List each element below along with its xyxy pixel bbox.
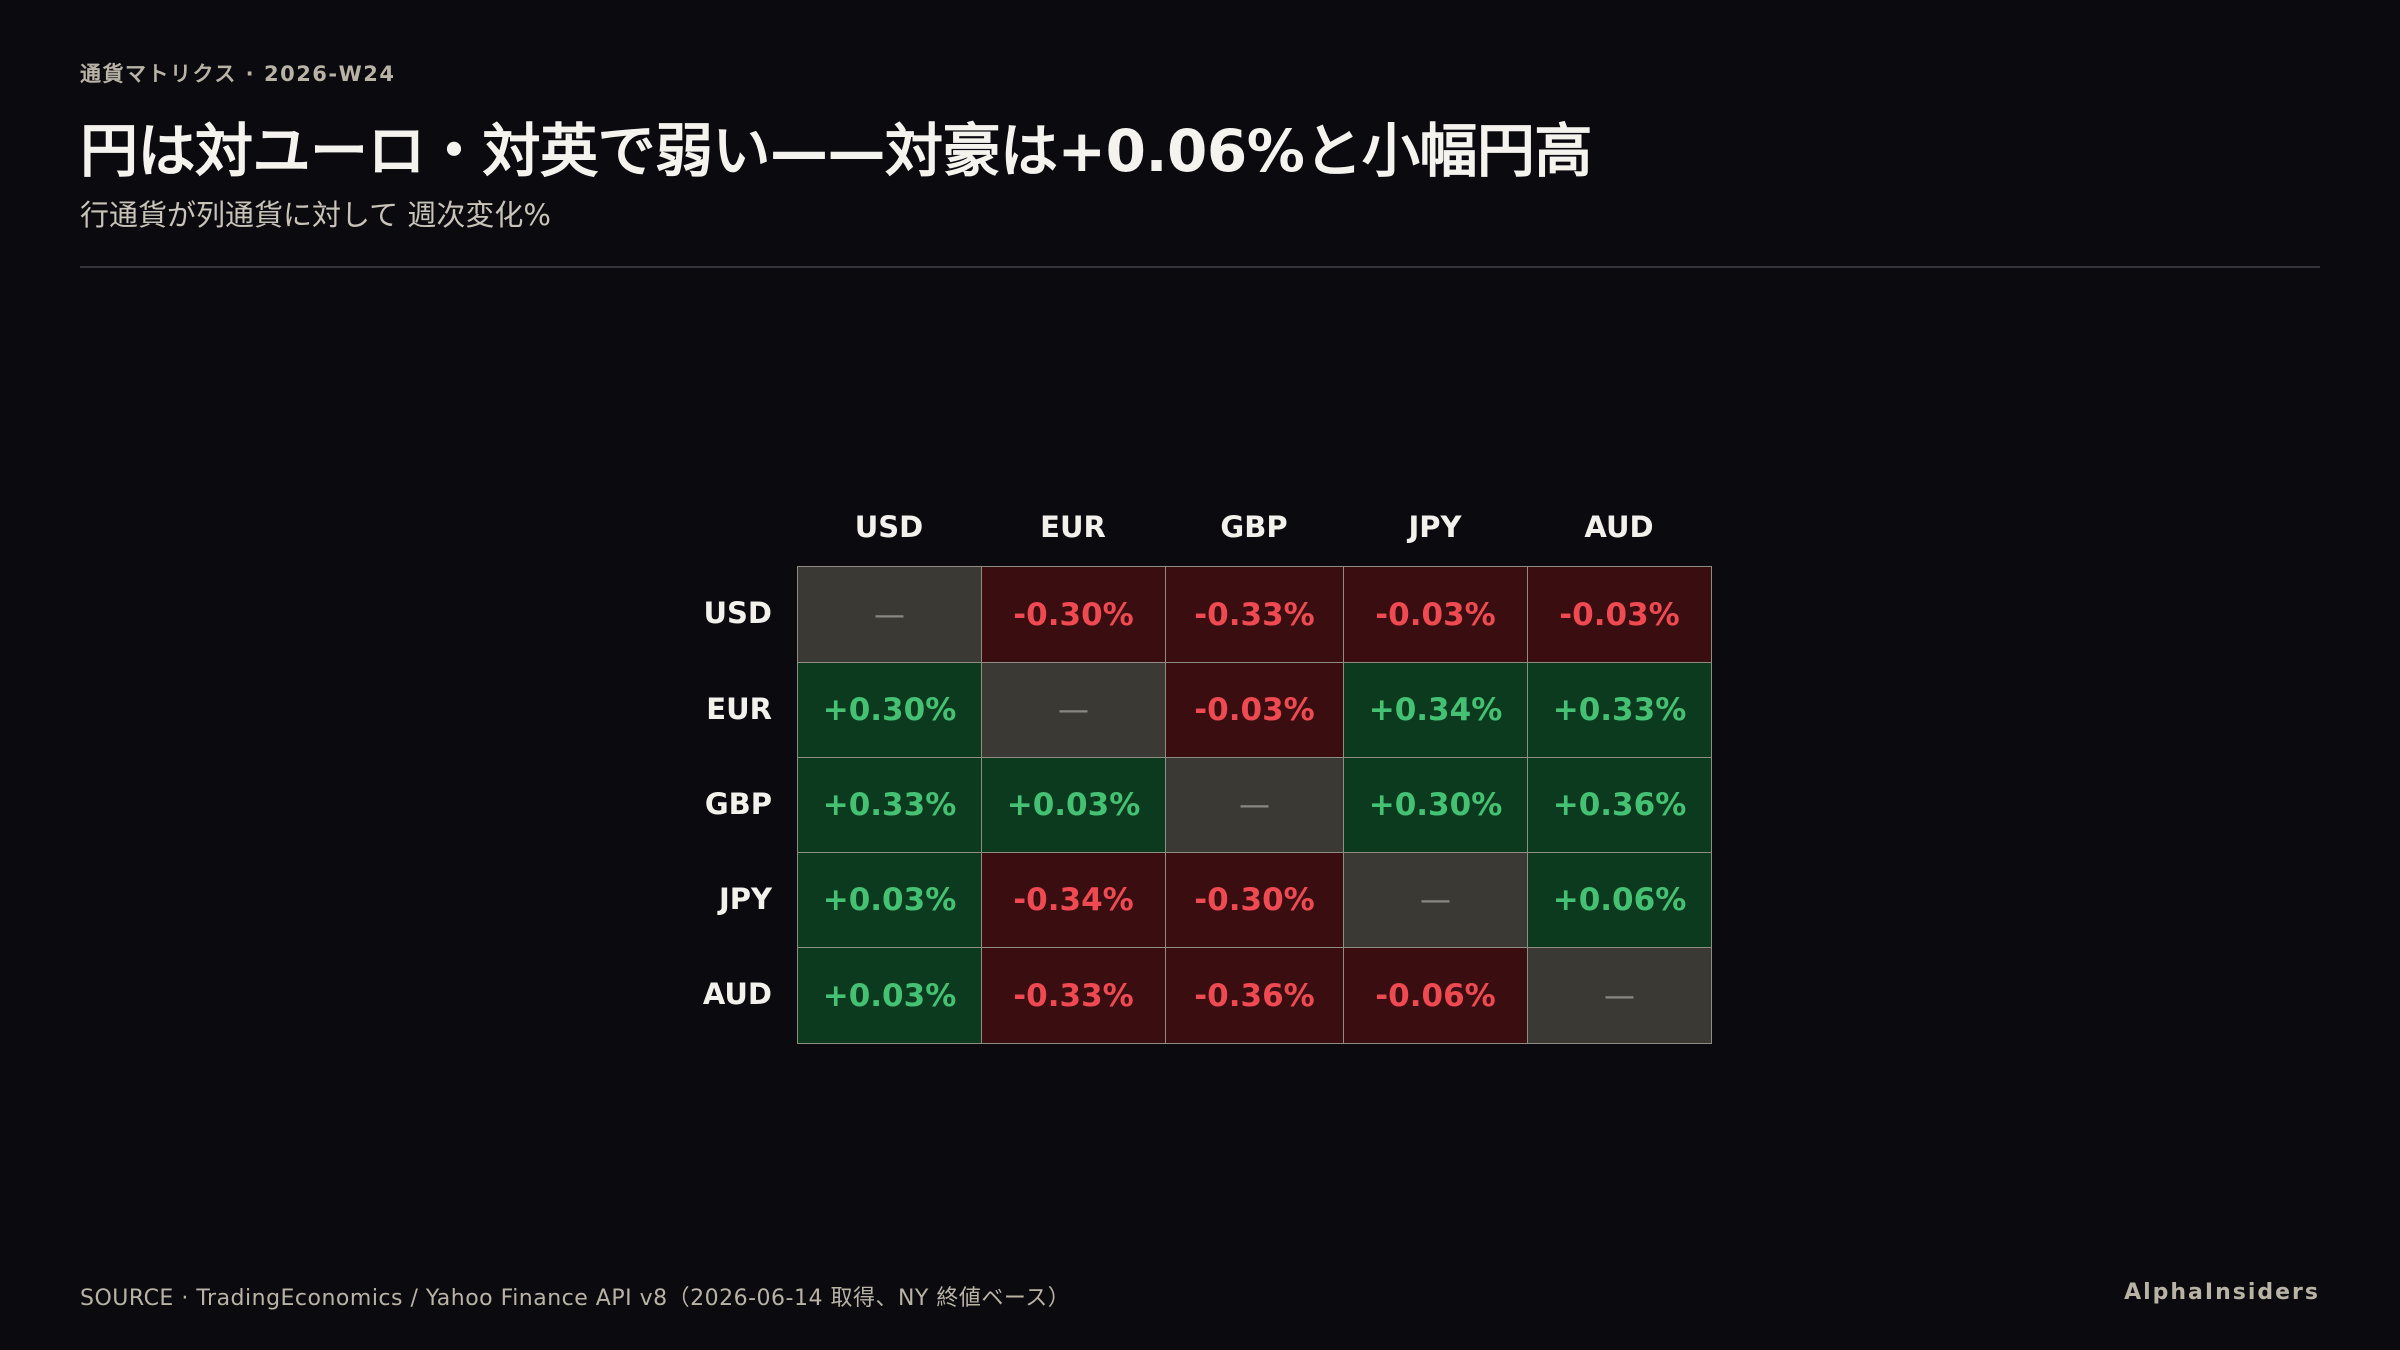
heatmap-cell-usd-eur: -0.30% <box>981 566 1166 663</box>
heatmap-cell-aud-gbp: -0.36% <box>1165 947 1344 1044</box>
page-title: 円は対ユーロ・対英で弱い——対豪は+0.06%と小幅円高 <box>80 117 1592 185</box>
heatmap-cell-aud-aud: — <box>1527 947 1712 1044</box>
heatmap-cell-eur-jpy: +0.34% <box>1343 662 1528 758</box>
heatmap-cell-jpy-gbp: -0.30% <box>1165 852 1344 948</box>
heatmap-cell-jpy-eur: -0.34% <box>981 852 1166 948</box>
row-header-usd: USD <box>703 596 772 630</box>
heatmap-cell-eur-aud: +0.33% <box>1527 662 1712 758</box>
column-header-gbp: GBP <box>1220 510 1288 544</box>
brand-logo: AlphaInsiders <box>2124 1280 2320 1305</box>
header-divider <box>80 266 2320 268</box>
heatmap-cell-eur-eur: — <box>981 662 1166 758</box>
heatmap-cell-usd-gbp: -0.33% <box>1165 566 1344 663</box>
heatmap-cell-gbp-eur: +0.03% <box>981 757 1166 853</box>
heatmap-cell-usd-aud: -0.03% <box>1527 566 1712 663</box>
heatmap-cell-usd-usd: — <box>797 566 982 663</box>
row-header-aud: AUD <box>702 977 772 1011</box>
row-header-eur: EUR <box>706 691 772 726</box>
heatmap-cell-aud-eur: -0.33% <box>981 947 1166 1044</box>
heatmap-cell-eur-usd: +0.30% <box>797 662 982 758</box>
column-header-usd: USD <box>854 510 924 544</box>
heatmap-cell-jpy-jpy: — <box>1343 852 1528 948</box>
row-header-jpy: JPY <box>718 881 772 916</box>
heatmap-cell-eur-gbp: -0.03% <box>1165 662 1344 758</box>
source-note: SOURCE · TradingEconomics / Yahoo Financ… <box>80 1286 1071 1311</box>
column-header-eur: EUR <box>1040 510 1106 544</box>
heatmap-cell-aud-usd: +0.03% <box>797 947 982 1044</box>
heatmap-cell-aud-jpy: -0.06% <box>1343 947 1528 1044</box>
page-subtitle: 行通貨が列通貨に対して 週次変化% <box>80 198 551 232</box>
heatmap-cell-usd-jpy: -0.03% <box>1343 566 1528 663</box>
column-header-jpy: JPY <box>1408 510 1462 544</box>
heatmap-cell-gbp-jpy: +0.30% <box>1343 757 1528 853</box>
heatmap-cell-gbp-usd: +0.33% <box>797 757 982 853</box>
kicker: 通貨マトリクス · 2026-W24 <box>80 62 396 86</box>
heatmap-cell-gbp-aud: +0.36% <box>1527 757 1712 853</box>
heatmap-cell-jpy-aud: +0.06% <box>1527 852 1712 948</box>
heatmap-cell-jpy-usd: +0.03% <box>797 852 982 948</box>
heatmap-cell-gbp-gbp: — <box>1165 757 1344 853</box>
column-header-aud: AUD <box>1584 510 1654 544</box>
row-header-gbp: GBP <box>704 786 772 821</box>
